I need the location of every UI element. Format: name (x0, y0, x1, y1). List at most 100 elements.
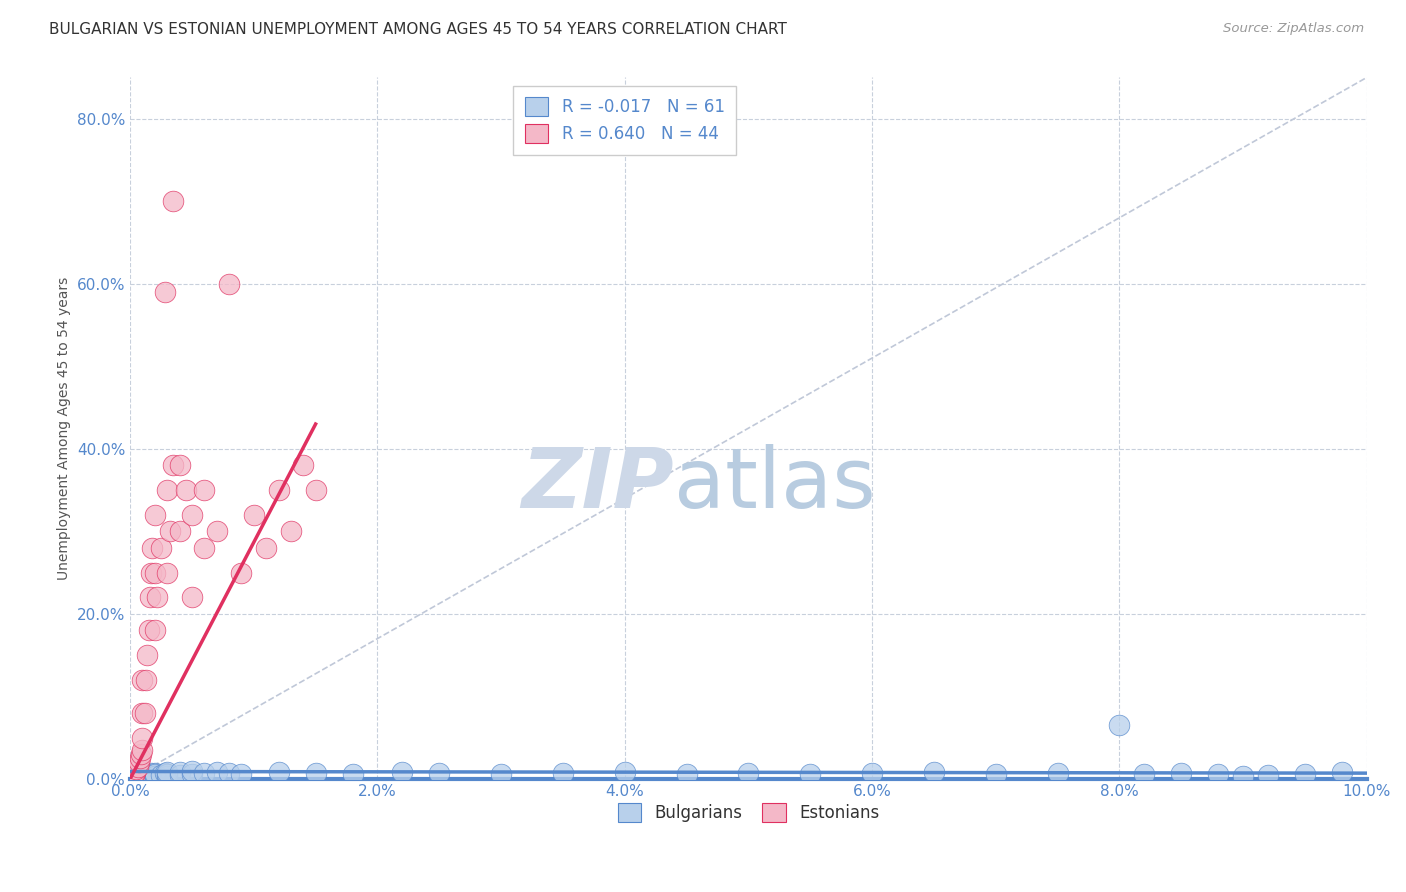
Point (254, 541, 277, 555)
Point (143, 566, 166, 580)
Point (181, 764, 204, 779)
Point (304, 766, 326, 780)
Point (131, 768, 153, 782)
Point (169, 524, 191, 539)
Point (181, 767, 204, 781)
Point (181, 591, 204, 605)
Point (205, 524, 228, 539)
Point (242, 508, 264, 522)
Point (121, 769, 143, 783)
Point (1294, 767, 1316, 781)
Point (342, 767, 364, 781)
Point (134, 769, 156, 783)
Point (125, 762, 148, 776)
Point (143, 624, 166, 638)
Point (143, 769, 166, 783)
Point (551, 766, 574, 780)
Point (292, 458, 315, 473)
Point (139, 591, 162, 605)
Point (131, 731, 153, 745)
Point (127, 759, 149, 773)
Point (121, 770, 143, 784)
Point (150, 541, 173, 555)
Point (304, 483, 326, 497)
Point (139, 566, 162, 580)
Text: atlas: atlas (675, 444, 876, 524)
Point (162, 194, 184, 209)
Point (1208, 767, 1230, 781)
Point (129, 769, 152, 783)
Point (218, 766, 240, 780)
Point (169, 765, 191, 780)
Point (156, 483, 179, 497)
Point (125, 769, 148, 783)
Point (1331, 765, 1354, 780)
Point (131, 765, 153, 780)
Y-axis label: Unemployment Among Ages 45 to 54 years: Unemployment Among Ages 45 to 54 years (58, 277, 72, 580)
Point (129, 769, 152, 783)
Point (138, 624, 160, 638)
Point (984, 767, 1007, 781)
Text: BULGARIAN VS ESTONIAN UNEMPLOYMENT AMONG AGES 45 TO 54 YEARS CORRELATION CHART: BULGARIAN VS ESTONIAN UNEMPLOYMENT AMONG… (49, 22, 787, 37)
Point (153, 285, 176, 299)
Point (1232, 769, 1254, 783)
Point (124, 765, 146, 780)
Point (143, 508, 166, 522)
Text: ZIP: ZIP (522, 444, 675, 524)
Point (131, 770, 153, 784)
Point (156, 769, 179, 783)
Point (139, 766, 162, 780)
Point (860, 766, 883, 780)
Point (1133, 767, 1156, 781)
Point (1257, 768, 1279, 782)
Point (181, 508, 204, 522)
Point (131, 767, 153, 781)
Point (124, 770, 146, 784)
Point (131, 743, 153, 757)
Point (156, 767, 179, 781)
Point (205, 765, 228, 780)
Point (174, 483, 197, 497)
Point (427, 766, 450, 780)
Point (613, 765, 636, 780)
Point (1108, 718, 1130, 732)
Point (128, 768, 150, 782)
Point (135, 673, 157, 687)
Point (146, 591, 169, 605)
Point (153, 766, 176, 780)
Point (737, 766, 759, 780)
Point (131, 769, 153, 783)
Point (136, 648, 159, 662)
Point (139, 769, 162, 783)
Point (122, 769, 145, 783)
Point (136, 769, 159, 783)
Point (193, 541, 215, 555)
Point (159, 524, 181, 539)
Point (280, 524, 302, 539)
Point (141, 541, 163, 555)
Point (218, 277, 240, 291)
Point (489, 767, 512, 781)
Legend: Bulgarians, Estonians: Bulgarians, Estonians (606, 792, 891, 834)
Point (156, 566, 179, 580)
Point (150, 768, 173, 782)
Point (143, 767, 166, 781)
Point (127, 769, 149, 783)
Point (129, 747, 152, 761)
Point (391, 765, 413, 780)
Point (231, 566, 253, 580)
Point (129, 751, 152, 765)
Point (138, 768, 160, 782)
Point (799, 767, 821, 781)
Point (131, 673, 153, 687)
Point (169, 768, 191, 782)
Point (267, 765, 290, 780)
Point (267, 483, 290, 497)
Point (122, 768, 145, 782)
Point (169, 458, 191, 473)
Point (134, 706, 156, 720)
Point (193, 483, 215, 497)
Point (135, 767, 157, 781)
Point (131, 706, 153, 720)
Point (231, 767, 253, 781)
